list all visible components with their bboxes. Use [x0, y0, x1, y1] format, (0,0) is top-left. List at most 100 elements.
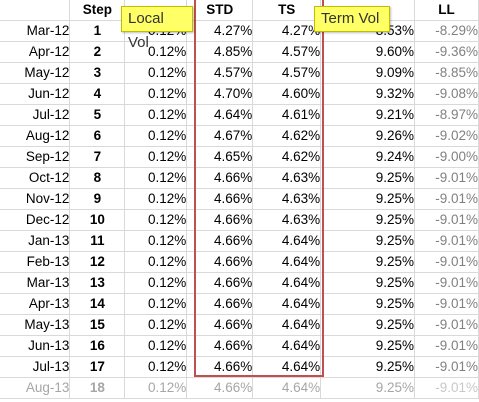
- cell-ts[interactable]: 4.63%: [252, 167, 322, 189]
- cell-month[interactable]: Jun-12: [0, 83, 71, 105]
- cell-std[interactable]: 4.66%: [186, 272, 254, 294]
- cell-step[interactable]: 8: [69, 167, 126, 189]
- cell-month[interactable]: May-13: [0, 314, 71, 336]
- cell-local-vol[interactable]: 0.12%: [124, 293, 188, 315]
- cell-std[interactable]: 4.67%: [186, 125, 254, 147]
- cell-std[interactable]: 4.66%: [186, 314, 254, 336]
- cell-ts[interactable]: 4.57%: [252, 41, 322, 63]
- cell-std[interactable]: 4.57%: [186, 62, 254, 84]
- cell-step[interactable]: 2: [69, 41, 126, 63]
- cell-step[interactable]: 6: [69, 125, 126, 147]
- cell-step[interactable]: 12: [69, 251, 126, 273]
- header-std[interactable]: STD: [186, 0, 254, 21]
- cell-local-vol[interactable]: 0.12%: [124, 188, 188, 210]
- cell-ts[interactable]: 4.64%: [252, 314, 322, 336]
- local-vol-callout[interactable]: Local Vol: [121, 6, 193, 51]
- cell-std[interactable]: 4.66%: [186, 356, 254, 378]
- cell-month[interactable]: Jun-13: [0, 335, 71, 357]
- cell-month[interactable]: Aug-12: [0, 125, 71, 147]
- term-vol-callout[interactable]: Term Vol: [314, 6, 390, 32]
- cell-local-vol[interactable]: 0.12%: [124, 83, 188, 105]
- cell-local-vol[interactable]: 0.12%: [124, 146, 188, 168]
- cell-ll[interactable]: -9.01%: [414, 356, 479, 378]
- cell-term-vol[interactable]: 9.25%: [320, 314, 416, 336]
- cell-month[interactable]: Mar-12: [0, 20, 71, 42]
- cell-local-vol[interactable]: 0.12%: [124, 62, 188, 84]
- cell-step[interactable]: 11: [69, 230, 126, 252]
- cell-ll[interactable]: -8.29%: [414, 20, 479, 42]
- cell-std[interactable]: 4.85%: [186, 41, 254, 63]
- cell-ts[interactable]: 4.60%: [252, 83, 322, 105]
- cell-ts[interactable]: 4.64%: [252, 272, 322, 294]
- cell-month[interactable]: Oct-12: [0, 167, 71, 189]
- cell-std[interactable]: 4.66%: [186, 167, 254, 189]
- cell-month[interactable]: Aug-13: [0, 377, 71, 399]
- cell-ts[interactable]: 4.57%: [252, 62, 322, 84]
- cell-month[interactable]: Apr-12: [0, 41, 71, 63]
- cell-step[interactable]: 17: [69, 356, 126, 378]
- cell-term-vol[interactable]: 9.25%: [320, 377, 416, 399]
- cell-month[interactable]: Feb-13: [0, 251, 71, 273]
- header-ll[interactable]: LL: [414, 0, 479, 21]
- cell-local-vol[interactable]: 0.12%: [124, 209, 188, 231]
- cell-ts[interactable]: 4.62%: [252, 125, 322, 147]
- cell-std[interactable]: 4.70%: [186, 83, 254, 105]
- cell-step[interactable]: 5: [69, 104, 126, 126]
- cell-ts[interactable]: 4.61%: [252, 104, 322, 126]
- cell-step[interactable]: 1: [69, 20, 126, 42]
- cell-ll[interactable]: -9.01%: [414, 230, 479, 252]
- cell-ll[interactable]: -8.97%: [414, 104, 479, 126]
- cell-ll[interactable]: -9.01%: [414, 293, 479, 315]
- cell-ll[interactable]: -9.01%: [414, 377, 479, 399]
- cell-ll[interactable]: -9.36%: [414, 41, 479, 63]
- cell-local-vol[interactable]: 0.12%: [124, 41, 188, 63]
- cell-step[interactable]: 10: [69, 209, 126, 231]
- cell-step[interactable]: 18: [69, 377, 126, 399]
- cell-term-vol[interactable]: 9.60%: [320, 41, 416, 63]
- cell-ll[interactable]: -9.01%: [414, 209, 479, 231]
- cell-ts[interactable]: 4.64%: [252, 377, 322, 399]
- cell-std[interactable]: 4.66%: [186, 377, 254, 399]
- cell-local-vol[interactable]: 0.12%: [124, 356, 188, 378]
- cell-term-vol[interactable]: 9.25%: [320, 209, 416, 231]
- cell-term-vol[interactable]: 9.24%: [320, 146, 416, 168]
- cell-step[interactable]: 7: [69, 146, 126, 168]
- cell-ts[interactable]: 4.27%: [252, 20, 322, 42]
- cell-month[interactable]: Jan-13: [0, 230, 71, 252]
- cell-ts[interactable]: 4.64%: [252, 293, 322, 315]
- cell-month[interactable]: Nov-12: [0, 188, 71, 210]
- cell-ts[interactable]: 4.63%: [252, 209, 322, 231]
- cell-term-vol[interactable]: 9.25%: [320, 230, 416, 252]
- cell-std[interactable]: 4.65%: [186, 146, 254, 168]
- cell-ll[interactable]: -9.01%: [414, 314, 479, 336]
- cell-step[interactable]: 15: [69, 314, 126, 336]
- cell-month[interactable]: Jul-13: [0, 356, 71, 378]
- header-month[interactable]: [0, 0, 71, 21]
- cell-std[interactable]: 4.66%: [186, 293, 254, 315]
- cell-std[interactable]: 4.64%: [186, 104, 254, 126]
- cell-term-vol[interactable]: 9.25%: [320, 188, 416, 210]
- cell-ts[interactable]: 4.64%: [252, 335, 322, 357]
- cell-local-vol[interactable]: 0.12%: [124, 104, 188, 126]
- cell-local-vol[interactable]: 0.12%: [124, 377, 188, 399]
- cell-term-vol[interactable]: 9.25%: [320, 167, 416, 189]
- cell-ll[interactable]: -9.00%: [414, 146, 479, 168]
- cell-local-vol[interactable]: 0.12%: [124, 167, 188, 189]
- cell-local-vol[interactable]: 0.12%: [124, 314, 188, 336]
- cell-ts[interactable]: 4.62%: [252, 146, 322, 168]
- cell-step[interactable]: 9: [69, 188, 126, 210]
- cell-std[interactable]: 4.66%: [186, 230, 254, 252]
- cell-step[interactable]: 16: [69, 335, 126, 357]
- cell-local-vol[interactable]: 0.12%: [124, 230, 188, 252]
- cell-term-vol[interactable]: 9.25%: [320, 272, 416, 294]
- cell-std[interactable]: 4.66%: [186, 209, 254, 231]
- cell-ts[interactable]: 4.64%: [252, 356, 322, 378]
- cell-ll[interactable]: -9.01%: [414, 335, 479, 357]
- cell-step[interactable]: 14: [69, 293, 126, 315]
- header-step[interactable]: Step: [69, 0, 126, 21]
- cell-term-vol[interactable]: 9.25%: [320, 356, 416, 378]
- cell-term-vol[interactable]: 9.25%: [320, 251, 416, 273]
- cell-ts[interactable]: 4.64%: [252, 251, 322, 273]
- cell-ll[interactable]: -9.01%: [414, 272, 479, 294]
- cell-term-vol[interactable]: 9.21%: [320, 104, 416, 126]
